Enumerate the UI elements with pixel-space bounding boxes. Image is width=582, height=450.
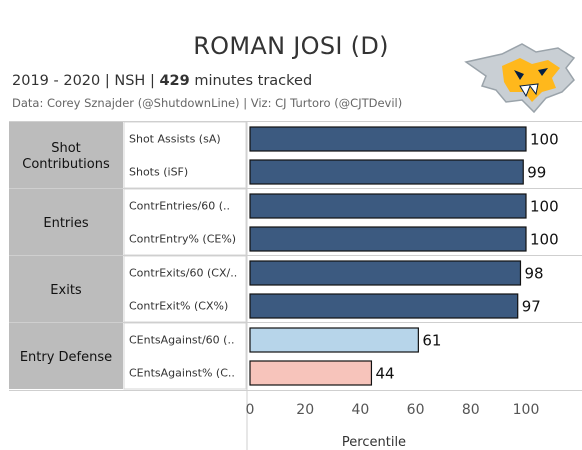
bar [249, 126, 527, 152]
nashville-predators-logo-icon [464, 43, 576, 114]
category-cell [9, 323, 123, 389]
bar-value-label: 100 [530, 198, 559, 216]
x-axis-title: Percentile [342, 435, 406, 450]
bar-value-label: 61 [422, 332, 441, 350]
bar-value-label: 98 [524, 265, 543, 283]
metric-label: CEntsAgainst% (C.. [129, 367, 235, 380]
metric-cell-group [123, 188, 247, 256]
x-axis: 0 20 40 60 80 100 Percentile [246, 402, 540, 450]
chart-title: ROMAN JOSI (D) [193, 32, 389, 60]
minutes-suffix: minutes tracked [194, 73, 313, 89]
metric-label: Shots (iSF) [129, 166, 188, 179]
category-label: Entry Defense [20, 350, 112, 365]
bar [249, 193, 527, 219]
bar-value-label: 100 [530, 231, 559, 249]
bar-value-label: 44 [375, 365, 394, 383]
team: NSH [114, 73, 146, 89]
x-tick-label: 0 [246, 402, 255, 418]
metric-label: Shot Assists (sA) [129, 133, 221, 146]
subtitle-separator: | [100, 73, 115, 89]
bar [249, 159, 524, 185]
minutes-count: 429 [159, 73, 190, 89]
category-label: Entries [43, 216, 89, 231]
category-label: Shot Contributions [22, 141, 110, 172]
grid-lines [9, 121, 582, 450]
bar-value-label: 97 [522, 298, 541, 316]
metric-label: CEntsAgainst/60 (.. [129, 334, 234, 347]
bars: 100 99 100 100 98 97 61 44 [249, 126, 559, 386]
subtitle-separator: | [145, 73, 160, 89]
bar [249, 293, 519, 319]
category-cell [9, 256, 123, 322]
category-panel: Shot Contributions Entries Exits Entry Defen… [9, 122, 123, 389]
metric-cell-group [123, 322, 247, 390]
bar [249, 327, 419, 353]
metric-label: ContrEntries/60 (.. [129, 200, 230, 213]
bar [249, 260, 522, 286]
metric-label: ContrExit% (CX%) [129, 300, 228, 313]
metric-cell-group [123, 255, 247, 323]
metric-cell-group [123, 121, 247, 189]
metric-label-panel: Shot Assists (sA) Shots (iSF) ContrEntries… [123, 121, 247, 390]
bar-value-label: 100 [530, 131, 559, 149]
metric-label: ContrEntry% (CE%) [129, 233, 236, 246]
bar [249, 360, 373, 386]
category-cell [9, 122, 123, 188]
bar-value-label: 99 [527, 164, 546, 182]
x-tick-label: 100 [513, 402, 540, 418]
season: 2019 - 2020 [12, 73, 101, 89]
category-label: Exits [50, 283, 82, 298]
credits: Data: Corey Sznajder (@ShutdownLine) | V… [12, 96, 403, 110]
x-tick-label: 80 [462, 402, 480, 418]
category-cell [9, 189, 123, 255]
x-tick-label: 60 [407, 402, 425, 418]
x-tick-label: 40 [351, 402, 369, 418]
metric-label: ContrExits/60 (CX/.. [129, 267, 237, 280]
x-tick-label: 20 [296, 402, 314, 418]
subtitle: 2019 - 2020 | NSH | 429 minutes tracked [12, 73, 312, 89]
bar [249, 226, 527, 252]
